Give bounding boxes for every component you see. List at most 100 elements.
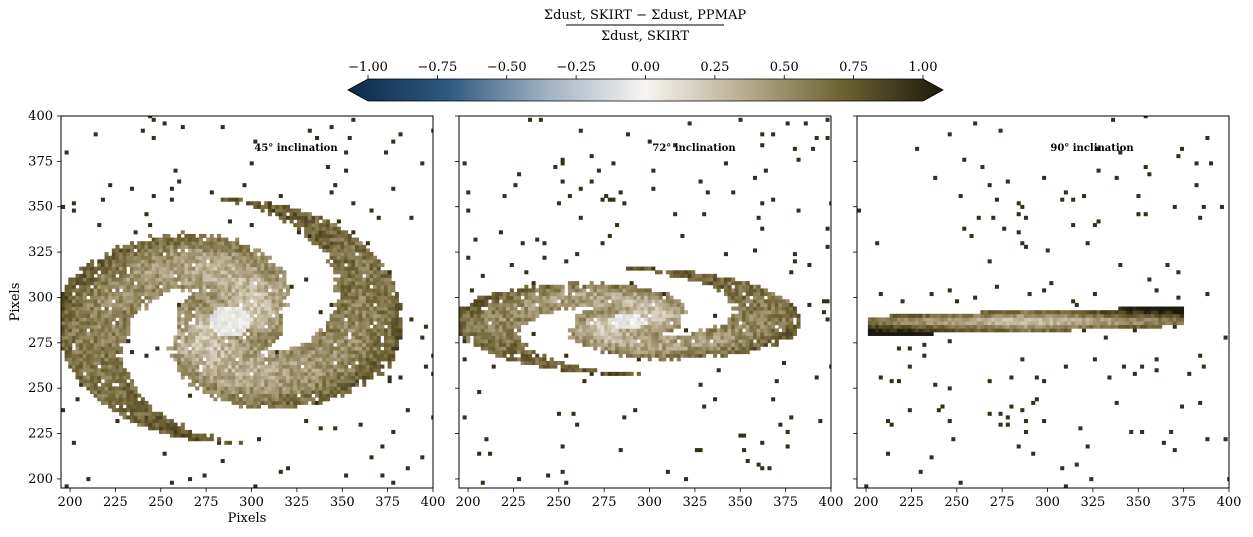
heatmap-cell xyxy=(713,335,718,340)
heatmap-cell xyxy=(119,273,124,278)
heatmap-cell xyxy=(647,299,652,304)
heatmap-cell xyxy=(82,324,87,329)
heatmap-cell xyxy=(318,339,323,344)
heatmap-cell xyxy=(459,328,464,333)
heatmap-cell xyxy=(289,371,294,376)
heatmap-cell xyxy=(376,368,381,373)
heatmap-cell xyxy=(362,295,367,300)
heatmap-cell xyxy=(108,397,113,402)
heatmap-cell xyxy=(742,335,747,340)
heatmap-cell xyxy=(71,317,76,322)
heatmap-cell xyxy=(376,317,381,322)
heatmap-cell xyxy=(304,215,309,220)
heatmap-cell xyxy=(90,259,95,264)
heatmap-cell xyxy=(289,397,294,402)
heatmap-cell xyxy=(224,255,229,260)
heatmap-cell xyxy=(336,233,341,238)
heatmap-cell xyxy=(387,335,392,340)
heatmap-cell xyxy=(694,277,699,282)
heatmap-cell xyxy=(144,404,149,409)
heatmap-cell xyxy=(119,357,124,362)
heatmap-cell xyxy=(100,317,105,322)
heatmap-cell xyxy=(100,197,105,202)
heatmap-cell xyxy=(82,331,87,336)
heatmap-cell xyxy=(235,284,240,289)
heatmap-cell xyxy=(111,331,116,336)
heatmap-cell xyxy=(173,357,178,362)
heatmap-cell xyxy=(477,335,482,340)
heatmap-cell xyxy=(61,408,66,413)
heatmap-cell xyxy=(227,357,232,362)
heatmap-cell xyxy=(217,266,222,271)
heatmap-cell xyxy=(354,324,359,329)
heatmap-cell xyxy=(731,335,736,340)
heatmap-cell xyxy=(365,335,370,340)
heatmap-cell xyxy=(260,306,265,311)
heatmap-cell xyxy=(267,350,272,355)
heatmap-cell xyxy=(340,390,345,395)
heatmap-cell xyxy=(275,208,280,213)
heatmap-cell xyxy=(340,292,345,297)
heatmap-cell xyxy=(296,230,301,235)
heatmap-cell xyxy=(220,306,225,311)
heatmap-cell xyxy=(538,288,543,293)
heatmap-cell xyxy=(742,350,747,355)
heatmap-cell xyxy=(875,321,880,326)
heatmap-cell xyxy=(575,284,580,289)
heatmap-cell xyxy=(340,252,345,257)
heatmap-cell xyxy=(151,262,156,268)
heatmap-cell xyxy=(651,335,656,340)
heatmap-cell xyxy=(271,375,276,380)
heatmap-cell xyxy=(108,339,113,344)
heatmap-cell xyxy=(344,281,349,286)
heatmap-cell xyxy=(195,317,200,322)
heatmap-cell xyxy=(282,371,287,376)
heatmap-cell xyxy=(347,266,352,271)
heatmap-cell xyxy=(380,328,385,333)
heatmap-cell xyxy=(459,313,464,318)
heatmap-cell xyxy=(173,433,178,438)
heatmap-cell xyxy=(209,368,214,373)
heatmap-cell xyxy=(702,404,707,409)
heatmap-cell xyxy=(184,233,189,238)
heatmap-cell xyxy=(644,306,649,311)
heatmap-cell xyxy=(64,328,69,333)
heatmap-cell xyxy=(596,335,601,340)
heatmap-cell xyxy=(380,342,385,347)
heatmap-cell xyxy=(246,266,251,271)
heatmap-cell xyxy=(322,342,327,347)
heatmap-cell xyxy=(79,360,84,366)
heatmap-cell xyxy=(622,415,627,420)
heatmap-cell xyxy=(217,302,222,307)
heatmap-cell xyxy=(527,288,532,293)
heatmap-cell xyxy=(480,295,485,300)
heatmap-cell xyxy=(198,375,203,380)
heatmap-cell xyxy=(249,324,254,329)
heatmap-cell xyxy=(495,342,500,347)
heatmap-cell xyxy=(278,368,283,373)
heatmap-cell xyxy=(155,415,160,420)
heatmap-cell xyxy=(752,324,757,329)
heatmap-cell xyxy=(166,252,171,257)
heatmap-cell xyxy=(311,368,316,373)
heatmap-cell xyxy=(293,346,298,351)
heatmap-cell xyxy=(224,281,229,286)
heatmap-cell xyxy=(785,321,790,326)
heatmap-cell xyxy=(593,302,598,307)
heatmap-cell xyxy=(133,270,138,275)
heatmap-cell xyxy=(206,328,211,333)
heatmap-cell xyxy=(582,313,587,318)
heatmap-cell xyxy=(249,201,254,206)
heatmap-cell xyxy=(778,313,783,318)
heatmap-cell xyxy=(195,342,200,347)
heatmap-cell xyxy=(907,408,912,413)
heatmap-cell xyxy=(344,335,349,340)
heatmap-cell xyxy=(126,284,131,289)
heatmap-cell xyxy=(589,179,594,184)
heatmap-cell xyxy=(166,426,171,431)
heatmap-cell xyxy=(618,324,623,329)
heatmap-cell xyxy=(267,204,272,209)
heatmap-cell xyxy=(466,255,471,260)
heatmap-cell xyxy=(734,317,739,322)
heatmap-cell xyxy=(622,284,627,289)
